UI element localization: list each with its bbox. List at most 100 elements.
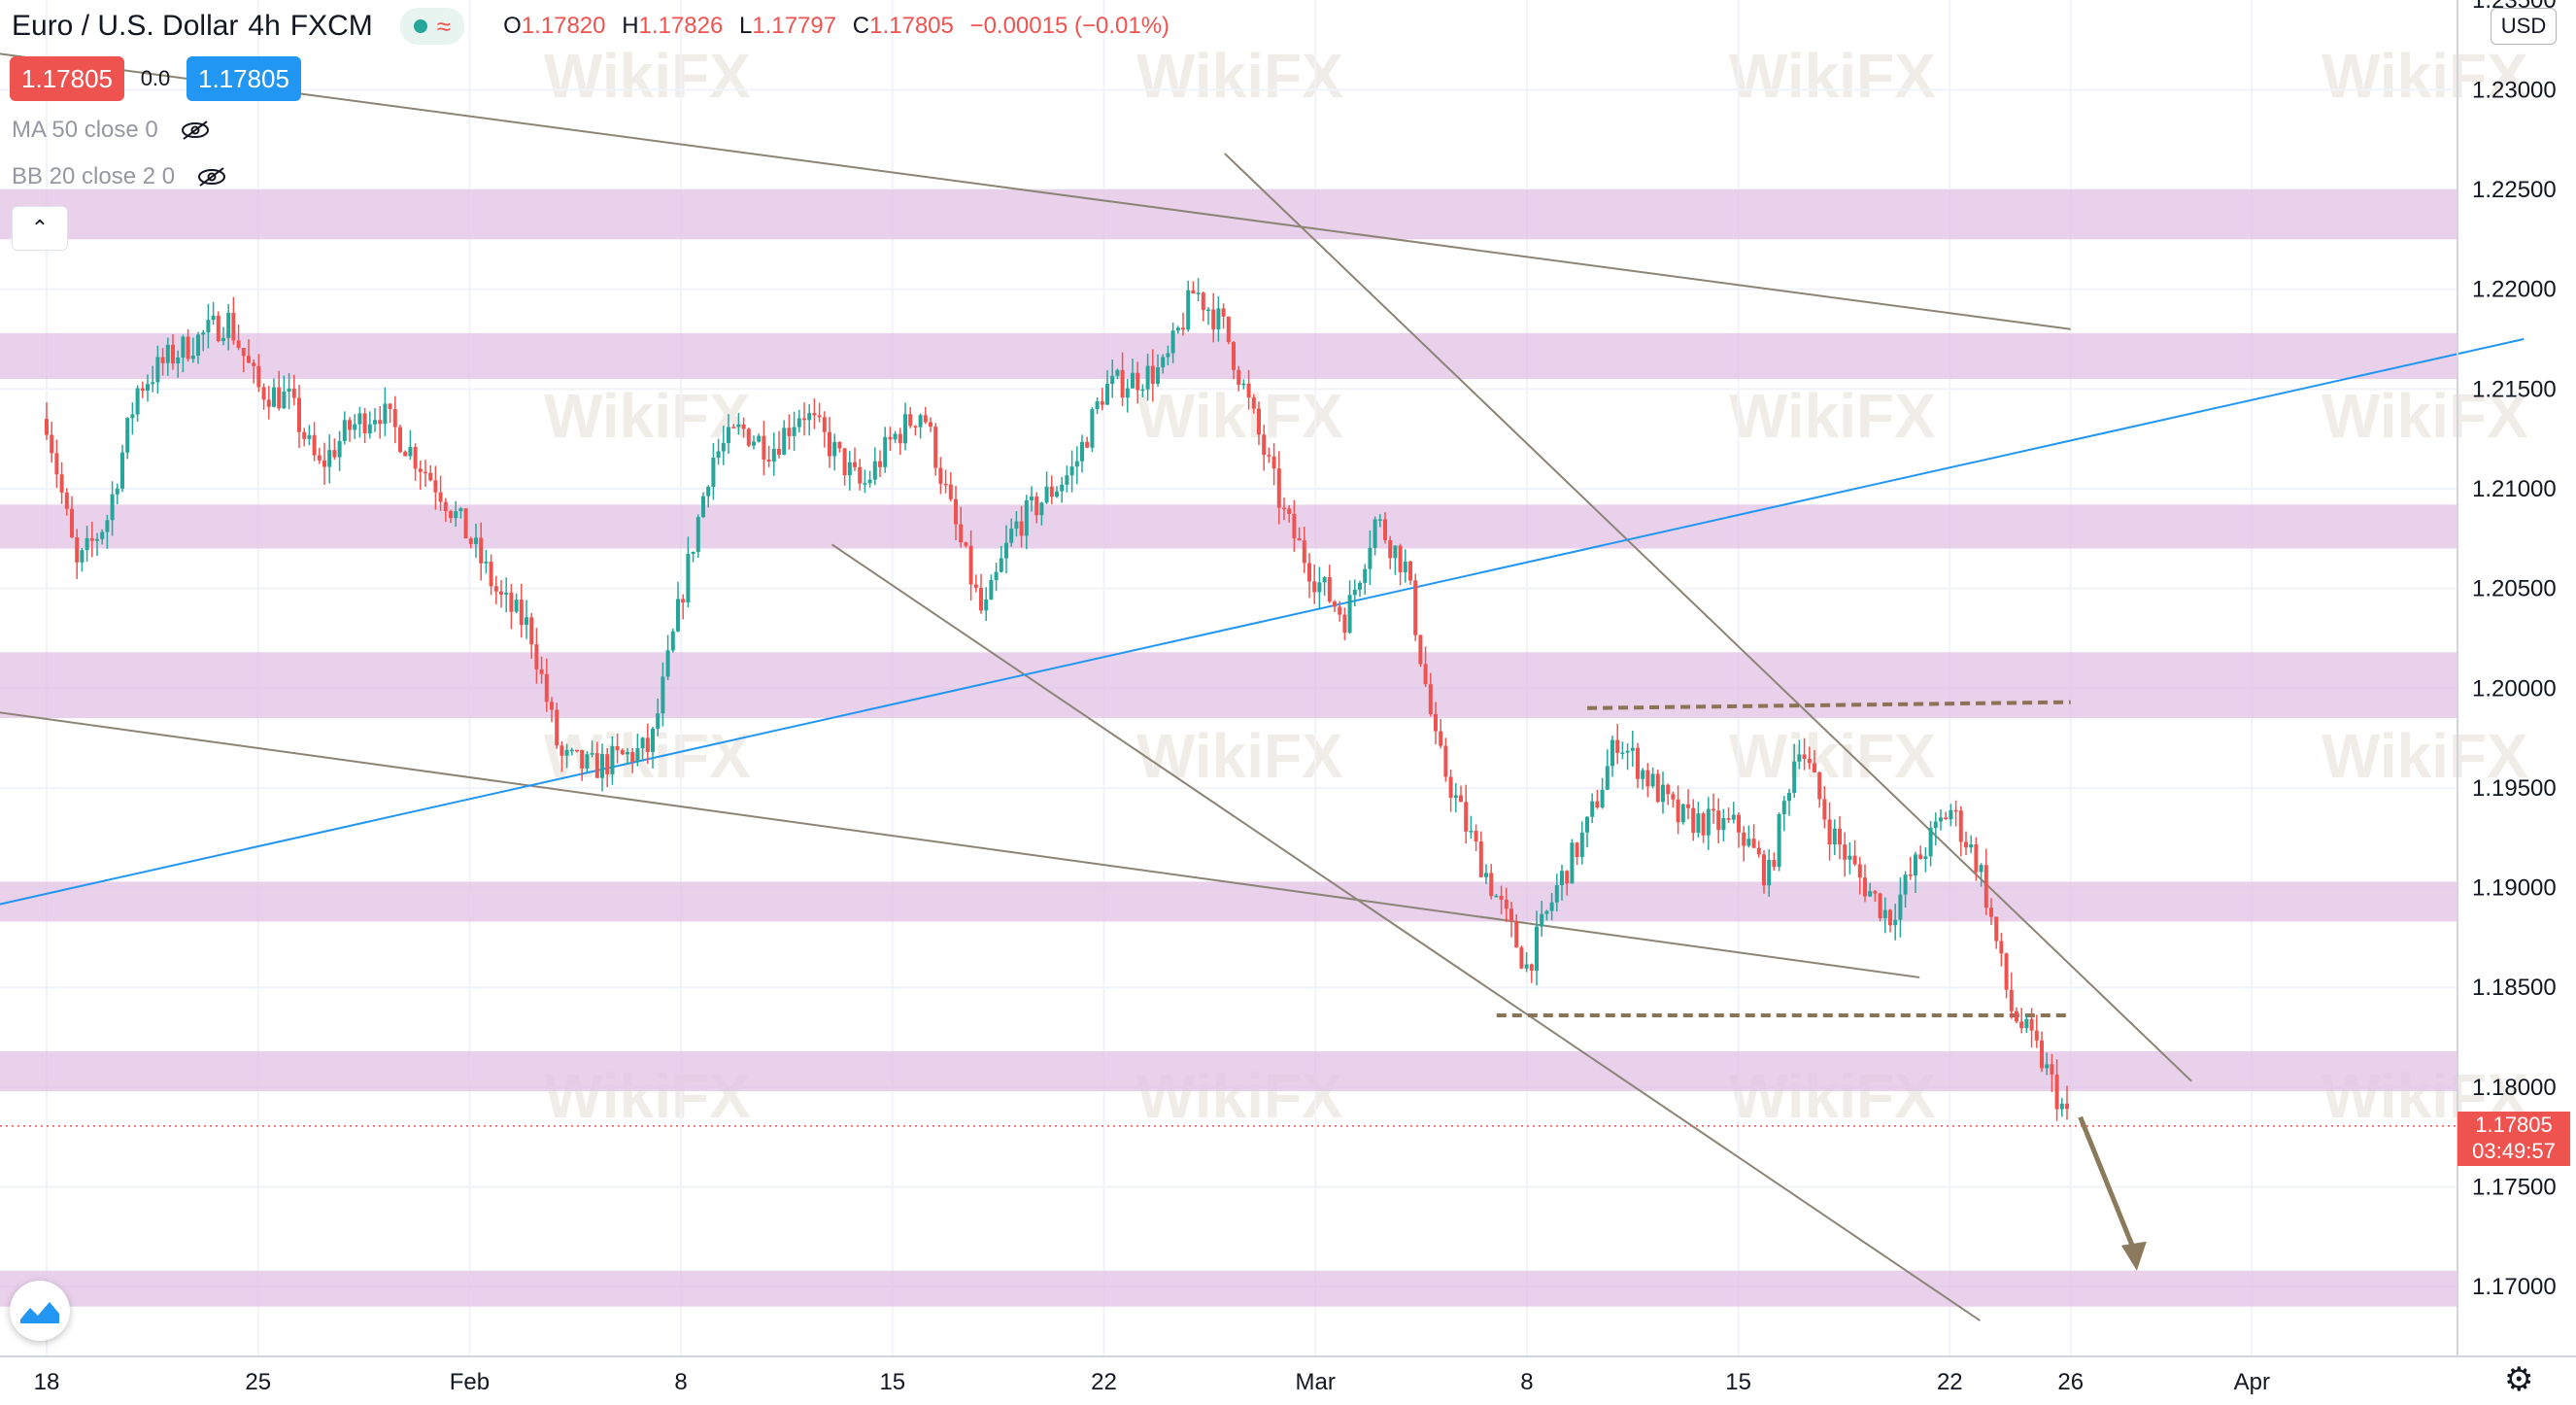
candle-body — [493, 586, 498, 592]
drawn-trendlines — [0, 52, 2525, 1321]
candle-body — [201, 332, 206, 335]
candle-body — [1579, 832, 1584, 858]
candle-body — [1519, 947, 1524, 969]
candle-body — [1655, 773, 1660, 803]
candle-body — [630, 752, 635, 763]
candle-body — [1873, 891, 1878, 894]
candle-body — [1418, 634, 1423, 665]
candle-body — [327, 450, 332, 467]
candle-body — [155, 357, 160, 383]
projection-arrow — [2078, 1115, 2147, 1271]
candle-body — [1615, 739, 1620, 753]
candle-body — [2009, 989, 2014, 1011]
candle-body — [1085, 441, 1090, 448]
settings-gear-icon[interactable]: ⚙ — [2504, 1361, 2534, 1398]
collapse-legend-button[interactable]: ⌃ — [12, 206, 68, 251]
indicator-label: MA 50 close 0 — [12, 117, 158, 143]
candle-body — [1383, 519, 1387, 540]
candle-body — [923, 415, 928, 423]
watermark-text: WikiFX — [1136, 41, 1343, 111]
support-line — [1587, 700, 2071, 710]
candle-body — [70, 508, 74, 538]
candle-body — [519, 600, 524, 626]
currency-button[interactable]: USD — [2491, 8, 2557, 45]
candle-body — [1307, 563, 1311, 582]
candle-body — [2040, 1040, 2044, 1069]
candle-body — [691, 552, 695, 555]
candle-body — [1302, 540, 1306, 564]
candle-body — [302, 431, 307, 439]
candle-body — [85, 537, 89, 551]
time-axis: 18 25 Feb 8 15 22 Mar 8 15 22 26 Apr — [34, 1369, 2270, 1395]
candle-body — [867, 479, 872, 484]
candle-body — [1600, 789, 1605, 808]
candle-body — [1327, 577, 1332, 602]
close-value: 1.17805 — [869, 13, 954, 39]
low-value: 1.17797 — [752, 13, 837, 39]
candle-body — [701, 496, 705, 518]
candle-body — [1878, 893, 1882, 918]
candle-body — [100, 531, 105, 539]
candle-body — [908, 414, 913, 427]
candle-body — [1575, 842, 1579, 858]
candle-body — [367, 424, 372, 433]
candle-body — [1817, 771, 1822, 800]
candle-body — [883, 436, 888, 467]
candle-body — [979, 587, 983, 611]
sell-button[interactable]: 1.17805 — [10, 56, 124, 101]
symbol-name[interactable]: Euro / U.S. Dollar — [12, 10, 239, 42]
candle-body — [863, 483, 867, 485]
candle-body — [59, 474, 64, 493]
sr-zone — [0, 881, 2457, 922]
candle-body — [256, 365, 261, 388]
candle-body — [1443, 745, 1448, 777]
candle-body — [999, 558, 1003, 572]
candle-body — [1287, 508, 1292, 514]
candle-body — [973, 584, 978, 588]
candle-body — [1641, 770, 1645, 779]
candle-body — [550, 702, 554, 710]
spread: 0.0 — [140, 66, 171, 90]
candle-body — [1645, 770, 1650, 787]
candle-body — [681, 599, 686, 603]
candle-body — [1686, 804, 1690, 808]
candle-body — [898, 433, 902, 444]
tradingview-logo[interactable] — [10, 1281, 70, 1341]
timeframe[interactable]: 4h — [248, 10, 281, 42]
indicator-ma[interactable]: MA 50 close 0 — [12, 117, 211, 144]
candle-body — [787, 428, 792, 436]
candle-body — [529, 617, 534, 645]
candle-body — [893, 433, 898, 440]
candle-body — [146, 384, 150, 391]
buy-button[interactable]: 1.17805 — [186, 56, 301, 101]
eye-hidden-icon[interactable] — [196, 166, 227, 188]
candle-body — [984, 599, 989, 611]
candle-body — [1590, 801, 1595, 817]
ascending-line — [0, 338, 2525, 906]
candle-body — [2004, 953, 2009, 990]
candle-body — [994, 571, 999, 580]
candle-body — [1994, 916, 1999, 942]
candle-body — [1696, 813, 1701, 834]
candle-body — [968, 545, 973, 585]
eye-hidden-icon[interactable] — [180, 120, 211, 141]
watermark-text: WikiFX — [1729, 721, 1936, 791]
candle-body — [1186, 290, 1191, 330]
candle-body — [1140, 389, 1145, 392]
candle-body — [1216, 308, 1221, 330]
candle-body — [872, 461, 877, 480]
candle-body — [1958, 810, 1963, 842]
candle-body — [282, 391, 287, 409]
candle-body — [221, 337, 225, 342]
price-tick-label: 1.20500 — [2472, 576, 2557, 602]
candle-body — [297, 397, 301, 432]
market-status[interactable]: ≈ — [399, 8, 465, 45]
candle-body — [130, 414, 135, 419]
indicator-bb[interactable]: BB 20 close 2 0 — [12, 163, 227, 190]
candle-body — [665, 650, 670, 677]
candle-body — [1787, 793, 1791, 802]
candle-body — [1181, 327, 1185, 330]
candle-body — [424, 471, 427, 474]
